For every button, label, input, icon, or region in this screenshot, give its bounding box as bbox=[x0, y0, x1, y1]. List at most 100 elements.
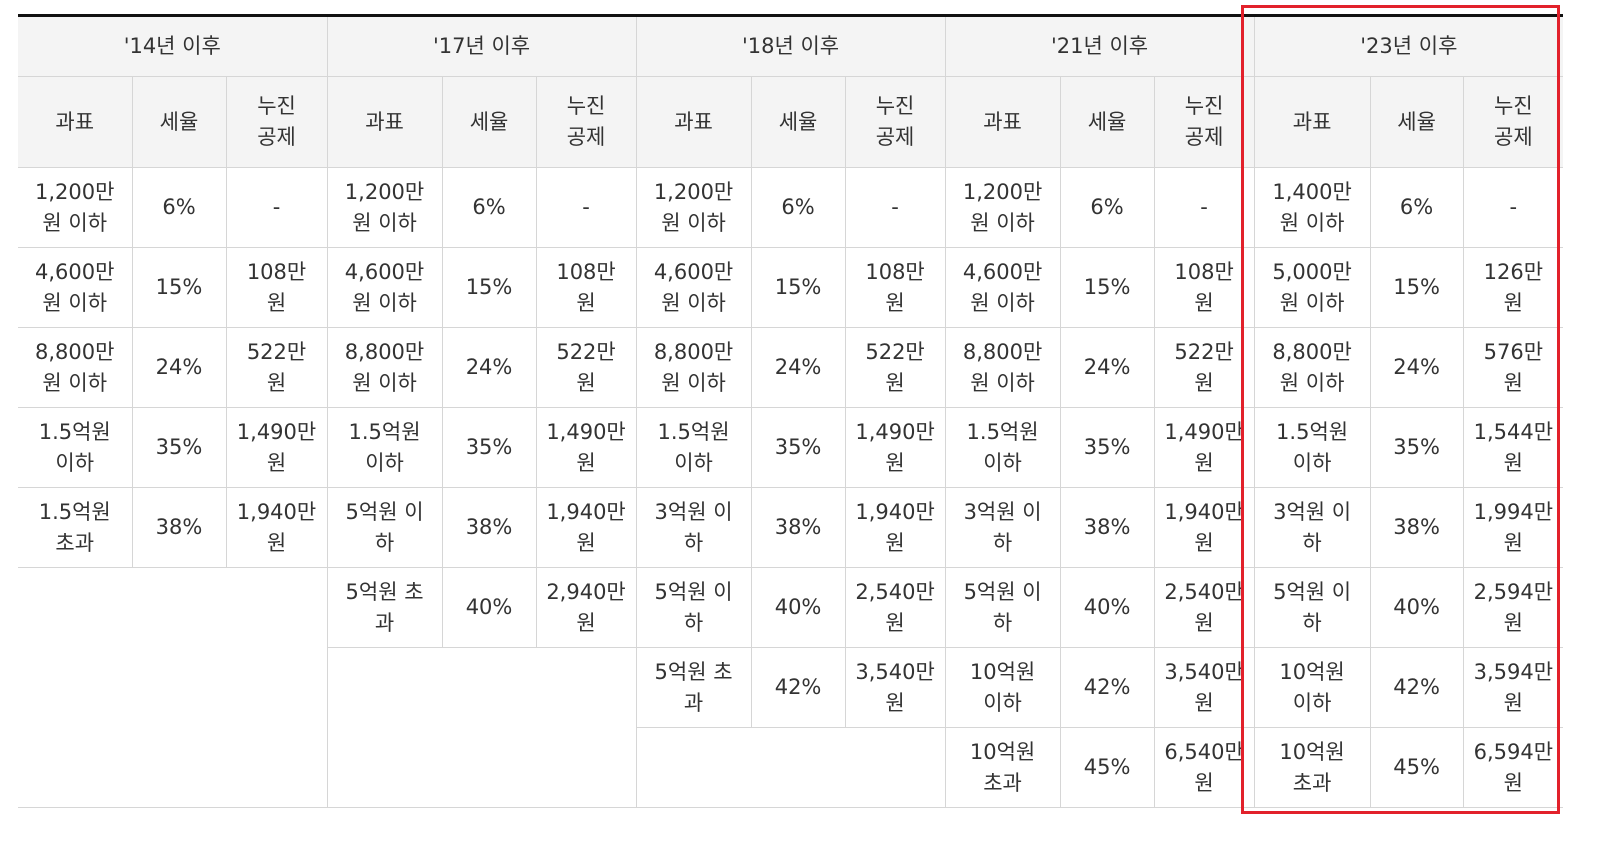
tax-base-cell: 5억원 초 과 bbox=[636, 647, 752, 728]
deduction-cell: 1,940만 원 bbox=[1154, 487, 1255, 568]
period-header-2017: '17년 이후 bbox=[327, 17, 637, 77]
tax-rate-cell: 24% bbox=[132, 327, 227, 408]
tax-rate-cell: 38% bbox=[751, 487, 846, 568]
tax-rate-cell: 24% bbox=[442, 327, 537, 408]
deduction-cell: - bbox=[1463, 167, 1564, 248]
tax-base-cell: 1.5억원 초과 bbox=[18, 487, 133, 568]
tax-rate-cell: 35% bbox=[1060, 407, 1155, 488]
deduction-cell: 108만 원 bbox=[1154, 247, 1255, 328]
tax-rate-cell: 6% bbox=[1370, 167, 1464, 248]
tax-base-cell: 8,800만 원 이하 bbox=[636, 327, 752, 408]
header-progressive-deduction: 누진 공제 bbox=[1463, 76, 1564, 168]
deduction-cell: - bbox=[845, 167, 946, 248]
table-row: 5억원 초 과 42% 3,540만 원 10억원 이하 42% 3,540만 원 10억원… bbox=[18, 647, 1564, 808]
tax-rate-cell: 6% bbox=[442, 167, 537, 248]
tax-bracket-rows: 1,200만 원 이하 6% -1,200만 원 이하 6% -1,200만 원 이하 6… bbox=[18, 167, 1564, 808]
header-progressive-deduction: 누진 공제 bbox=[1154, 76, 1255, 168]
tax-base-cell: 4,600만 원 이하 bbox=[18, 247, 133, 328]
tax-base-cell: 3억원 이 하 bbox=[636, 487, 752, 568]
tax-base-cell: 4,600만 원 이하 bbox=[327, 247, 443, 328]
tax-rate-cell: 38% bbox=[1060, 487, 1155, 568]
table-row: 8,800만 원 이하 24% 522만 원 8,800만 원 이하 24% 522만 원… bbox=[18, 327, 1564, 408]
tax-base-cell: 1,200만 원 이하 bbox=[327, 167, 443, 248]
header-progressive-deduction: 누진 공제 bbox=[845, 76, 946, 168]
tax-rate-cell: 38% bbox=[132, 487, 227, 568]
header-tax-base: 과표 bbox=[327, 76, 443, 168]
tax-base-cell: 8,800만 원 이하 bbox=[945, 327, 1061, 408]
header-tax-base: 과표 bbox=[945, 76, 1061, 168]
deduction-cell: 2,594만 원 bbox=[1463, 567, 1564, 648]
table-row: 1.5억원 이하 35% 1,490만 원 1.5억원 이하 35% 1,490만 원 1.… bbox=[18, 407, 1564, 488]
period-header-2021: '21년 이후 bbox=[945, 17, 1255, 77]
tax-rate-cell: 38% bbox=[442, 487, 537, 568]
period-header-2014: '14년 이후 bbox=[18, 17, 328, 77]
tax-rate-cell: 15% bbox=[132, 247, 227, 328]
tax-base-cell: 5억원 이 하 bbox=[1254, 567, 1371, 648]
table-row: 1,200만 원 이하 6% -1,200만 원 이하 6% -1,200만 원 이하 6… bbox=[18, 167, 1564, 248]
deduction-cell: 108만 원 bbox=[226, 247, 328, 328]
tax-rate-cell: 15% bbox=[751, 247, 846, 328]
deduction-cell: 2,540만 원 bbox=[845, 567, 946, 648]
tax-base-cell: 1.5억원 이하 bbox=[1254, 407, 1371, 488]
deduction-cell: 1,490만 원 bbox=[845, 407, 946, 488]
tax-rate-cell: 35% bbox=[442, 407, 537, 488]
tax-rate-cell: 45% bbox=[1060, 727, 1155, 808]
deduction-cell: 576만 원 bbox=[1463, 327, 1564, 408]
header-tax-rate: 세율 bbox=[1060, 76, 1155, 168]
tax-base-cell: 1.5억원 이하 bbox=[327, 407, 443, 488]
deduction-cell: 522만 원 bbox=[845, 327, 946, 408]
deduction-cell: 1,490만 원 bbox=[226, 407, 328, 488]
empty-cell bbox=[327, 647, 637, 808]
tax-rate-cell: 15% bbox=[1370, 247, 1464, 328]
table-row: 5억원 초 과 40% 2,940만 원 5억원 이 하 40% 2,540만 원 5억원 … bbox=[18, 567, 1564, 808]
tax-base-cell: 10억원 이하 bbox=[945, 647, 1061, 728]
tax-rate-cell: 38% bbox=[1370, 487, 1464, 568]
deduction-cell: 1,940만 원 bbox=[845, 487, 946, 568]
period-header-row: '14년 이후 '17년 이후 '18년 이후 '21년 이후 '23년 이후 bbox=[18, 17, 1564, 77]
header-tax-rate: 세율 bbox=[132, 76, 227, 168]
deduction-cell: 1,940만 원 bbox=[226, 487, 328, 568]
deduction-cell: 108만 원 bbox=[845, 247, 946, 328]
header-progressive-deduction: 누진 공제 bbox=[226, 76, 328, 168]
tax-base-cell: 8,800만 원 이하 bbox=[1254, 327, 1371, 408]
deduction-cell: 2,940만 원 bbox=[536, 567, 637, 648]
tax-rate-cell: 35% bbox=[751, 407, 846, 488]
empty-cell bbox=[18, 567, 328, 808]
deduction-cell: 522만 원 bbox=[536, 327, 637, 408]
tax-base-cell: 10억원 초과 bbox=[1254, 727, 1371, 808]
tax-rate-cell: 6% bbox=[1060, 167, 1155, 248]
header-tax-rate: 세율 bbox=[442, 76, 537, 168]
tax-rate-cell: 40% bbox=[1060, 567, 1155, 648]
table-row: 10억원 초과 45% 6,540만 원 10억원 초과 45% 6,594만 원 bbox=[18, 727, 1564, 808]
deduction-cell: - bbox=[1154, 167, 1255, 248]
deduction-cell: 3,540만 원 bbox=[845, 647, 946, 728]
tax-rate-cell: 40% bbox=[751, 567, 846, 648]
deduction-cell: 522만 원 bbox=[226, 327, 328, 408]
period-header-2023: '23년 이후 bbox=[1254, 17, 1564, 77]
tax-rate-cell: 35% bbox=[1370, 407, 1464, 488]
tax-rate-cell: 42% bbox=[751, 647, 846, 728]
tax-rate-cell: 15% bbox=[442, 247, 537, 328]
tax-base-cell: 10억원 이하 bbox=[1254, 647, 1371, 728]
deduction-cell: 6,594만 원 bbox=[1463, 727, 1564, 808]
tax-rate-cell: 40% bbox=[442, 567, 537, 648]
deduction-cell: 108만 원 bbox=[536, 247, 637, 328]
tax-rate-cell: 24% bbox=[1370, 327, 1464, 408]
table-row: 1.5억원 초과 38% 1,940만 원 5억원 이 하 38% 1,940만 원 3억원… bbox=[18, 487, 1564, 568]
header-progressive-deduction: 누진 공제 bbox=[536, 76, 637, 168]
tax-base-cell: 5억원 초 과 bbox=[327, 567, 443, 648]
tax-base-cell: 1,200만 원 이하 bbox=[18, 167, 133, 248]
tax-rate-cell: 42% bbox=[1370, 647, 1464, 728]
deduction-cell: 1,994만 원 bbox=[1463, 487, 1564, 568]
header-tax-rate: 세율 bbox=[751, 76, 846, 168]
tax-base-cell: 1.5억원 이하 bbox=[945, 407, 1061, 488]
tax-base-cell: 1.5억원 이하 bbox=[636, 407, 752, 488]
deduction-cell: 126만 원 bbox=[1463, 247, 1564, 328]
tax-rate-cell: 35% bbox=[132, 407, 227, 488]
deduction-cell: 6,540만 원 bbox=[1154, 727, 1255, 808]
tax-base-cell: 4,600만 원 이하 bbox=[945, 247, 1061, 328]
tax-rate-cell: 42% bbox=[1060, 647, 1155, 728]
tax-base-cell: 10억원 초과 bbox=[945, 727, 1061, 808]
tax-rate-cell: 6% bbox=[132, 167, 227, 248]
period-header-2018: '18년 이후 bbox=[636, 17, 946, 77]
